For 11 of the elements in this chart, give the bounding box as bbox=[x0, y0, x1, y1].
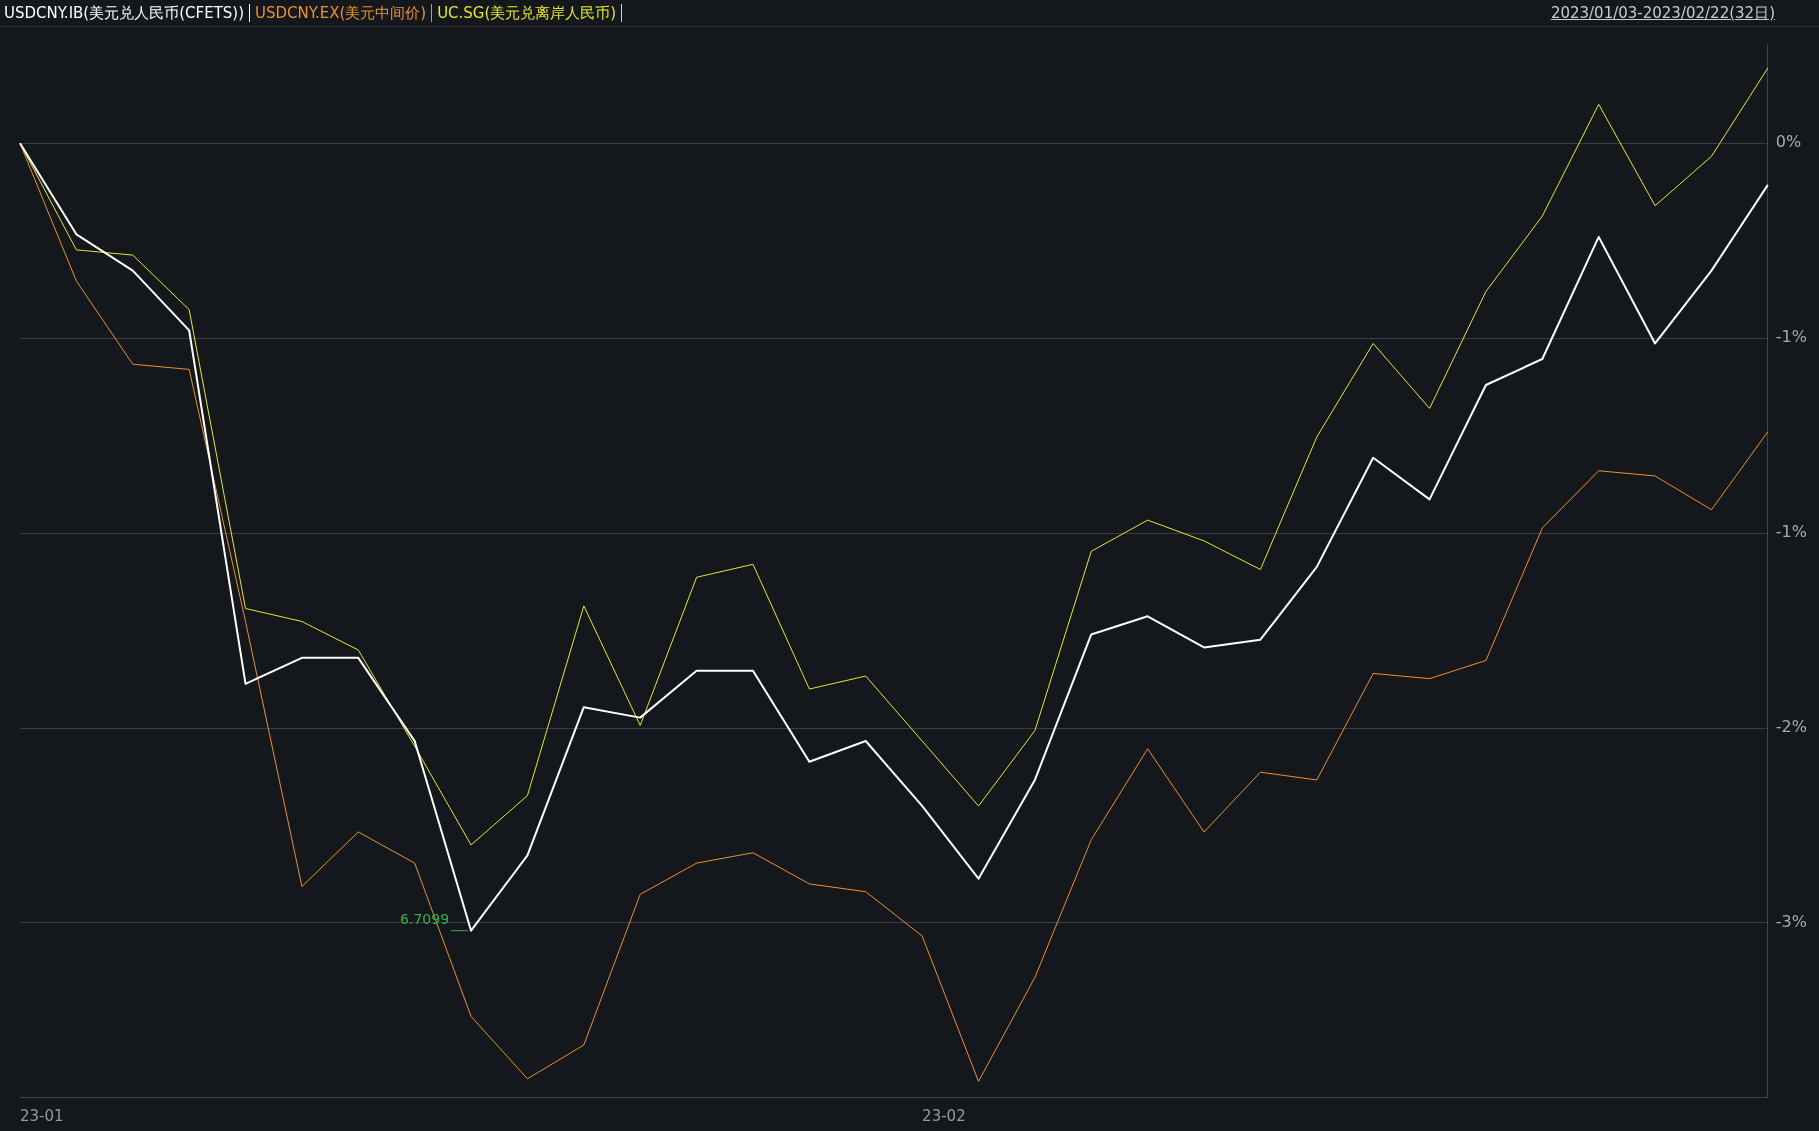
y-tick-label: -3% bbox=[1775, 912, 1807, 932]
y-tick-label: -1% bbox=[1775, 327, 1807, 347]
legend-label: USDCNY.EX(美元中间价) bbox=[255, 3, 433, 22]
x-tick-label: 23-02 bbox=[922, 1106, 966, 1125]
x-tick-label: 23-01 bbox=[20, 1106, 64, 1125]
chart-subtitle: 2023/01/03-2023/02/22(32日) bbox=[1550, 3, 1775, 23]
legend-label: USDCNY.IB(美元兑人民币(CFETS)) bbox=[4, 3, 251, 22]
legend-label: UC.SG(美元兑离岸人民币) bbox=[437, 3, 623, 22]
y-tick-label: -2% bbox=[1775, 717, 1807, 737]
y-tick-label: -1% bbox=[1775, 522, 1807, 542]
y-tick-label: 0% bbox=[1775, 132, 1802, 152]
